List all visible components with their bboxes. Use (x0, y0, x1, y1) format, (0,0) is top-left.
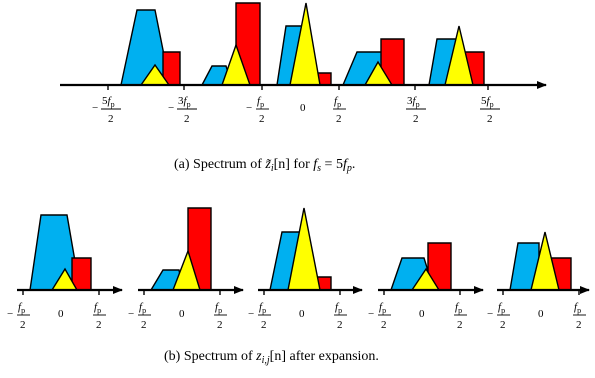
top-band-2 (200, 2, 261, 86)
top-tick-label-6: 3fp 2 (406, 95, 426, 125)
bottom-panel-2 (138, 207, 244, 295)
svg-text:0: 0 (58, 308, 64, 320)
top-tick-label-zero: 0 (300, 102, 306, 114)
svg-text:2: 2 (381, 319, 387, 331)
top-caption: (a) Spectrum of z̃i[n] for fs = 5fp. (174, 157, 355, 174)
top-tick-label-7: 5fp 2 (480, 95, 500, 125)
svg-text:−: − (246, 102, 252, 114)
svg-text:−: − (487, 308, 493, 320)
svg-text:2: 2 (217, 319, 223, 331)
bottom-panel-3 (258, 207, 363, 295)
top-band-5 (428, 25, 485, 86)
svg-text:fp: fp (455, 301, 462, 315)
svg-text:fp: fp (498, 301, 505, 315)
svg-text:fp: fp (379, 301, 386, 315)
svg-text:2: 2 (141, 319, 147, 331)
svg-text:2: 2 (487, 113, 493, 125)
svg-text:2: 2 (259, 113, 265, 125)
svg-text:−: − (168, 102, 174, 114)
top-spectrum: − 5fp 2 − 3fp 2 − fp 2 0 fp 2 3fp 2 (60, 2, 547, 174)
bottom-panel-1 (17, 214, 123, 295)
svg-text:2: 2 (576, 319, 582, 331)
svg-text:0: 0 (300, 102, 306, 114)
svg-text:2: 2 (336, 113, 342, 125)
svg-text:0: 0 (299, 308, 305, 320)
svg-text:fp: fp (215, 301, 222, 315)
svg-text:fp: fp (259, 301, 266, 315)
svg-text:fp: fp (574, 301, 581, 315)
svg-text:−: − (368, 308, 374, 320)
bottom-caption: (b) Spectrum of zi,j[n] after expansion. (164, 349, 379, 366)
top-band-1 (120, 9, 181, 86)
svg-text:2: 2 (457, 319, 463, 331)
svg-text:fp: fp (139, 301, 146, 315)
bottom-panel-4 (378, 242, 484, 295)
svg-text:5fp: 5fp (481, 95, 494, 109)
svg-text:fp: fp (334, 95, 341, 109)
svg-text:2: 2 (20, 319, 26, 331)
top-band-4 (341, 38, 405, 86)
bottom-panel-5 (497, 231, 590, 295)
svg-text:2: 2 (413, 113, 419, 125)
svg-text:fp: fp (335, 301, 342, 315)
svg-text:2: 2 (96, 319, 102, 331)
top-band-3 (276, 2, 332, 86)
svg-text:−: − (92, 102, 98, 114)
svg-text:−: − (7, 308, 13, 320)
svg-text:−: − (248, 308, 254, 320)
svg-text:fp: fp (257, 95, 264, 109)
svg-text:3fp: 3fp (407, 95, 420, 109)
top-tick-label-1: − 5fp 2 (92, 95, 121, 125)
svg-text:fp: fp (18, 301, 25, 315)
top-tick-label-2: − 3fp 2 (168, 95, 197, 125)
svg-text:fp: fp (94, 301, 101, 315)
top-tick-label-3: − fp 2 (246, 95, 269, 125)
svg-text:5fp: 5fp (102, 95, 115, 109)
top-tick-label-5: fp 2 (333, 95, 346, 125)
top-tick-marks (107, 85, 489, 90)
svg-text:3fp: 3fp (178, 95, 191, 109)
svg-text:2: 2 (500, 319, 506, 331)
svg-text:2: 2 (108, 113, 114, 125)
svg-text:0: 0 (538, 308, 544, 320)
svg-text:2: 2 (184, 113, 190, 125)
svg-text:2: 2 (337, 319, 343, 331)
svg-text:0: 0 (179, 308, 185, 320)
svg-text:0: 0 (419, 308, 425, 320)
svg-text:2: 2 (261, 319, 267, 331)
svg-text:−: − (128, 308, 134, 320)
